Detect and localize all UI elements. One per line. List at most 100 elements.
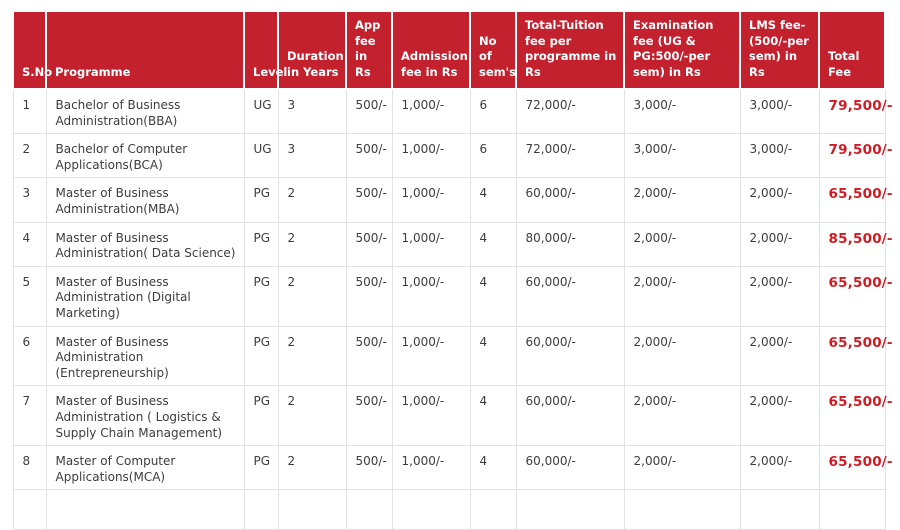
cell-duration: 2 xyxy=(277,265,347,327)
cell-sems: 4 xyxy=(469,265,517,327)
cell-level: UG xyxy=(243,88,279,135)
cell-sems: 6 xyxy=(469,88,517,135)
cell-exam-fee: 2,000/- xyxy=(623,177,741,223)
cell-empty xyxy=(243,489,279,530)
cell-total-fee: 65,500/- xyxy=(818,177,893,223)
table-body: 1 Bachelor of Business Administration(BBA… xyxy=(12,88,893,530)
cell-empty xyxy=(391,489,471,530)
cell-exam-fee: 2,000/- xyxy=(623,385,741,447)
table-row: 4 Master of Business Administration( Data… xyxy=(12,221,893,267)
cell-admission-fee: 1,000/- xyxy=(391,265,471,327)
cell-tuition-fee: 60,000/- xyxy=(515,445,625,491)
column-header-examination-fee: Examination fee (UG & PG:500/-per sem) i… xyxy=(623,9,741,91)
cell-sems: 4 xyxy=(469,221,517,267)
cell-total-fee: 65,500/- xyxy=(818,265,893,327)
cell-sno: 7 xyxy=(12,385,47,447)
cell-app-fee: 500/- xyxy=(345,177,393,223)
cell-tuition-fee: 72,000/- xyxy=(515,88,625,135)
cell-sno: 4 xyxy=(12,221,47,267)
cell-empty xyxy=(623,489,741,530)
cell-programme: Master of Business Administration(MBA) xyxy=(45,177,245,223)
cell-admission-fee: 1,000/- xyxy=(391,221,471,267)
cell-lms-fee: 2,000/- xyxy=(739,445,820,491)
table-row-partial xyxy=(12,489,886,530)
cell-lms-fee: 3,000/- xyxy=(739,133,820,179)
column-header-duration: Duration in Years xyxy=(277,9,347,91)
cell-programme: Master of Computer Applications(MCA) xyxy=(45,445,245,491)
table-row: 1 Bachelor of Business Administration(BBA… xyxy=(12,88,893,135)
column-header-tuition-fee: Total-Tuition fee per programme in Rs xyxy=(515,9,625,91)
cell-sems: 6 xyxy=(469,133,517,179)
cell-empty xyxy=(345,489,393,530)
table-row: 7 Master of Business Administration ( Log… xyxy=(12,385,893,447)
cell-level: PG xyxy=(243,221,279,267)
cell-total-fee: 65,500/- xyxy=(818,325,893,387)
column-header-level: Level xyxy=(243,9,287,91)
cell-total-fee: 79,500/- xyxy=(818,133,893,179)
cell-sno: 2 xyxy=(12,133,47,179)
cell-sno: 8 xyxy=(12,445,47,491)
cell-lms-fee: 2,000/- xyxy=(739,177,820,223)
cell-programme: Bachelor of Computer Applications(BCA) xyxy=(45,133,245,179)
cell-empty xyxy=(515,489,625,530)
fee-structure-table: S.No Programme Level Duration in Years A… xyxy=(12,9,893,530)
fee-structure-section: S.No Programme Level Duration in Years A… xyxy=(12,9,893,530)
cell-exam-fee: 3,000/- xyxy=(623,133,741,179)
cell-programme: Master of Business Administration (Digit… xyxy=(45,265,245,327)
cell-app-fee: 500/- xyxy=(345,265,393,327)
column-header-programme: Programme xyxy=(45,9,245,91)
cell-programme: Master of Business Administration (Entre… xyxy=(45,325,245,387)
cell-programme: Bachelor of Business Administration(BBA) xyxy=(45,88,245,135)
cell-admission-fee: 1,000/- xyxy=(391,88,471,135)
cell-tuition-fee: 60,000/- xyxy=(515,385,625,447)
cell-exam-fee: 2,000/- xyxy=(623,325,741,387)
cell-app-fee: 500/- xyxy=(345,385,393,447)
cell-duration: 2 xyxy=(277,221,347,267)
cell-app-fee: 500/- xyxy=(345,88,393,135)
cell-empty xyxy=(469,489,517,530)
cell-sno: 1 xyxy=(12,88,47,135)
cell-level: PG xyxy=(243,445,279,491)
cell-tuition-fee: 72,000/- xyxy=(515,133,625,179)
cell-level: PG xyxy=(243,177,279,223)
cell-tuition-fee: 60,000/- xyxy=(515,265,625,327)
cell-sems: 4 xyxy=(469,325,517,387)
cell-empty xyxy=(277,489,347,530)
cell-duration: 2 xyxy=(277,385,347,447)
column-header-app-fee: App fee in Rs xyxy=(345,9,393,91)
table-row: 3 Master of Business Administration(MBA) P… xyxy=(12,177,893,223)
cell-app-fee: 500/- xyxy=(345,325,393,387)
cell-programme: Master of Business Administration( Data … xyxy=(45,221,245,267)
table-row: 6 Master of Business Administration (Entr… xyxy=(12,325,893,387)
cell-admission-fee: 1,000/- xyxy=(391,385,471,447)
table-row: 2 Bachelor of Computer Applications(BCA) U… xyxy=(12,133,893,179)
cell-level: PG xyxy=(243,385,279,447)
cell-empty xyxy=(12,489,47,530)
cell-app-fee: 500/- xyxy=(345,445,393,491)
cell-sno: 5 xyxy=(12,265,47,327)
cell-lms-fee: 2,000/- xyxy=(739,265,820,327)
cell-duration: 3 xyxy=(277,88,347,135)
cell-total-fee: 85,500/- xyxy=(818,221,893,267)
cell-total-fee: 65,500/- xyxy=(818,445,893,491)
cell-level: PG xyxy=(243,265,279,327)
cell-lms-fee: 3,000/- xyxy=(739,88,820,135)
cell-total-fee: 65,500/- xyxy=(818,385,893,447)
cell-duration: 3 xyxy=(277,133,347,179)
cell-tuition-fee: 60,000/- xyxy=(515,325,625,387)
cell-exam-fee: 2,000/- xyxy=(623,265,741,327)
table-row: 8 Master of Computer Applications(MCA) PG 2… xyxy=(12,445,893,491)
column-header-no-of-sems: No of sem's xyxy=(469,9,517,91)
cell-duration: 2 xyxy=(277,325,347,387)
column-header-lms-fee: LMS fee- (500/-per sem) in Rs xyxy=(739,9,820,91)
cell-exam-fee: 3,000/- xyxy=(623,88,741,135)
cell-tuition-fee: 60,000/- xyxy=(515,177,625,223)
cell-admission-fee: 1,000/- xyxy=(391,325,471,387)
cell-sems: 4 xyxy=(469,177,517,223)
column-header-total-fee: Total Fee xyxy=(818,9,886,91)
cell-exam-fee: 2,000/- xyxy=(623,445,741,491)
cell-lms-fee: 2,000/- xyxy=(739,325,820,387)
column-header-admission-fee: Admission fee in Rs xyxy=(391,9,471,91)
cell-app-fee: 500/- xyxy=(345,221,393,267)
cell-duration: 2 xyxy=(277,177,347,223)
